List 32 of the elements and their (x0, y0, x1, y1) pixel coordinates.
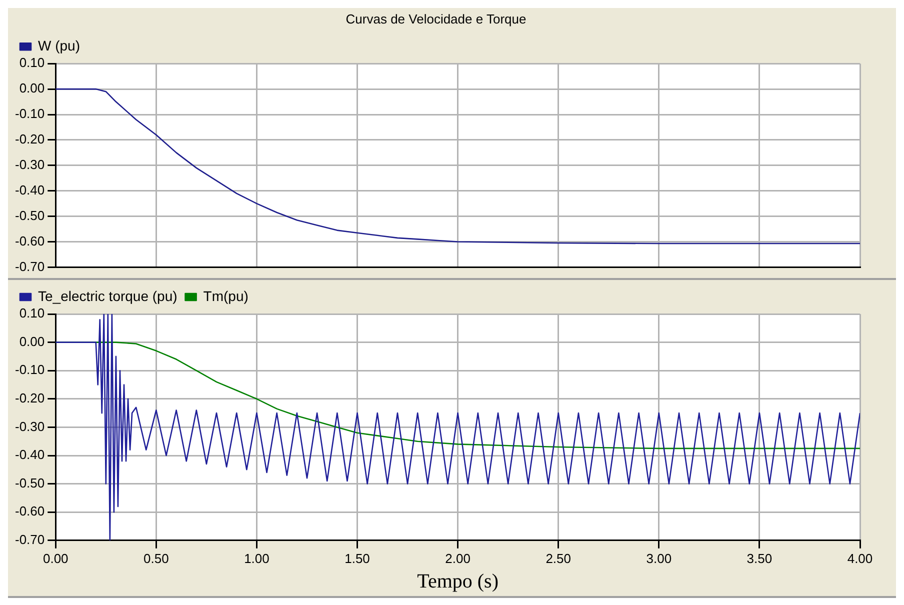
y-tick-label: -0.70 (14, 258, 45, 274)
y-tick-label: 0.10 (19, 306, 45, 321)
y-tick-label: -0.50 (14, 208, 45, 223)
y-tick-label: -0.70 (14, 532, 45, 547)
legend-label: W (pu) (38, 37, 80, 54)
y-tick-label: -0.40 (14, 182, 45, 198)
y-tick-label: 0.00 (19, 334, 45, 349)
y-tick-label: -0.50 (14, 475, 45, 490)
x-tick-label: 1.50 (344, 550, 370, 566)
x-tick-label: 4.00 (847, 550, 873, 566)
y-tick-label: -0.30 (14, 418, 45, 434)
y-tick-label: -0.10 (14, 362, 45, 378)
x-tick-label: 0.50 (144, 550, 169, 566)
legend-label: Te_electric torque (pu) (38, 288, 178, 304)
x-tick-label: 2.00 (445, 550, 470, 566)
y-tick-label: -0.60 (14, 233, 45, 248)
legend-label: Tm(pu) (203, 288, 248, 304)
x-tick-label: 0.00 (42, 550, 68, 566)
x-tick-label: 1.00 (244, 550, 270, 566)
x-axis-title: Tempo (s) (417, 570, 498, 592)
y-tick-label: -0.40 (14, 447, 45, 462)
y-tick-label: 0.00 (19, 80, 45, 96)
x-tick-label: 3.50 (746, 550, 772, 566)
y-tick-label: -0.20 (14, 390, 45, 406)
y-tick-label: -0.30 (14, 156, 45, 172)
y-tick-label: -0.10 (14, 106, 45, 122)
y-tick-label: 0.10 (19, 55, 45, 70)
x-tick-label: 3.00 (646, 550, 672, 566)
y-tick-label: -0.20 (14, 132, 45, 147)
y-tick-label: -0.60 (14, 504, 45, 519)
x-tick-label: 2.50 (546, 550, 572, 566)
chart-title: Curvas de Velocidade e Torque (346, 11, 526, 26)
